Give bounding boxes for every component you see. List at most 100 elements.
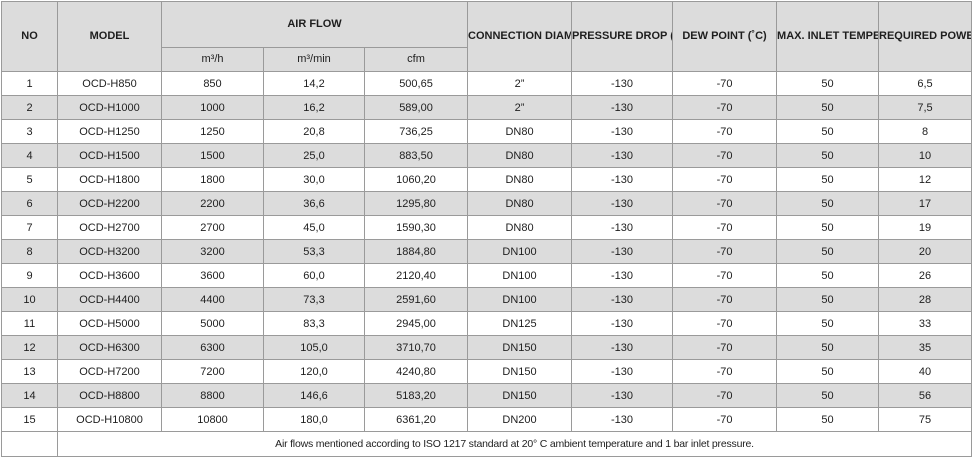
table-row: 14 OCD-H8800 8800 146,6 5183,20 DN150 -130 -70 5… xyxy=(1,383,972,408)
cell-dew-point: -70 xyxy=(672,287,778,312)
header-unit-m3min: m³/min xyxy=(263,47,365,72)
cell-required-power: 26 xyxy=(878,263,972,288)
cell-airflow-m3h: 1250 xyxy=(161,119,264,144)
cell-connection-diameter: DN100 xyxy=(467,287,573,312)
cell-model: OCD-H3200 xyxy=(57,239,162,264)
cell-airflow-cfm: 736,25 xyxy=(363,119,469,144)
header-airflow: AIR FLOW xyxy=(160,1,469,48)
cell-no: 8 xyxy=(1,239,58,264)
cell-airflow-m3min: 16,2 xyxy=(263,95,365,120)
cell-airflow-m3h: 1000 xyxy=(161,95,264,120)
cell-no: 13 xyxy=(1,359,58,384)
cell-pressure-drop: -130 xyxy=(571,239,674,264)
header-unit-m3h: m³/h xyxy=(161,47,264,72)
cell-dew-point: -70 xyxy=(672,311,778,336)
cell-no: 4 xyxy=(1,143,58,168)
cell-max-inlet-temperature: 50 xyxy=(776,287,880,312)
cell-connection-diameter: DN80 xyxy=(467,167,573,192)
cell-pressure-drop: -130 xyxy=(571,191,674,216)
cell-max-inlet-temperature: 50 xyxy=(776,335,880,360)
cell-dew-point: -70 xyxy=(672,143,778,168)
cell-airflow-m3min: 83,3 xyxy=(263,311,365,336)
cell-max-inlet-temperature: 50 xyxy=(776,215,880,240)
cell-airflow-cfm: 4240,80 xyxy=(363,359,469,384)
table-row: 8 OCD-H3200 3200 53,3 1884,80 DN100 -130 -70 50 2… xyxy=(1,239,972,264)
cell-pressure-drop: -130 xyxy=(571,143,674,168)
cell-airflow-cfm: 3710,70 xyxy=(363,335,469,360)
cell-airflow-m3h: 850 xyxy=(161,71,264,96)
cell-no: 1 xyxy=(1,71,58,96)
cell-required-power: 7,5 xyxy=(878,95,972,120)
cell-connection-diameter: DN80 xyxy=(467,119,573,144)
cell-airflow-m3min: 105,0 xyxy=(263,335,365,360)
cell-max-inlet-temperature: 50 xyxy=(776,119,880,144)
cell-required-power: 28 xyxy=(878,287,972,312)
cell-pressure-drop: -130 xyxy=(571,383,674,408)
cell-pressure-drop: -130 xyxy=(571,311,674,336)
cell-max-inlet-temperature: 50 xyxy=(776,239,880,264)
cell-model: OCD-H1000 xyxy=(57,95,162,120)
cell-airflow-m3min: 45,0 xyxy=(263,215,365,240)
cell-max-inlet-temperature: 50 xyxy=(776,359,880,384)
cell-airflow-m3h: 3600 xyxy=(161,263,264,288)
cell-airflow-cfm: 500,65 xyxy=(363,71,469,96)
cell-dew-point: -70 xyxy=(672,167,778,192)
cell-connection-diameter: DN100 xyxy=(467,263,573,288)
cell-required-power: 19 xyxy=(878,215,972,240)
cell-model: OCD-H5000 xyxy=(57,311,162,336)
cell-no: 6 xyxy=(1,191,58,216)
cell-connection-diameter: DN125 xyxy=(467,311,573,336)
table-row: 6 OCD-H2200 2200 36,6 1295,80 DN80 -130 -70 50 17 xyxy=(1,191,972,216)
cell-no: 15 xyxy=(1,407,58,432)
cell-connection-diameter: DN150 xyxy=(467,359,573,384)
cell-airflow-cfm: 1884,80 xyxy=(363,239,469,264)
cell-airflow-m3min: 14,2 xyxy=(263,71,365,96)
cell-airflow-m3min: 20,8 xyxy=(263,119,365,144)
table-row: 5 OCD-H1800 1800 30,0 1060,20 DN80 -130 -70 50 12 xyxy=(1,167,972,192)
cell-airflow-cfm: 2591,60 xyxy=(363,287,469,312)
cell-airflow-cfm: 1060,20 xyxy=(363,167,469,192)
table-row: 12 OCD-H6300 6300 105,0 3710,70 DN150 -130 -70 5… xyxy=(1,335,972,360)
cell-dew-point: -70 xyxy=(672,239,778,264)
cell-max-inlet-temperature: 50 xyxy=(776,263,880,288)
cell-airflow-m3h: 2200 xyxy=(161,191,264,216)
table-row: 3 OCD-H1250 1250 20,8 736,25 DN80 -130 -70 50 8 xyxy=(1,119,972,144)
cell-no: 12 xyxy=(1,335,58,360)
cell-model: OCD-H2200 xyxy=(57,191,162,216)
header-required-power: REQUIRED POWER (kw) xyxy=(878,1,972,72)
cell-required-power: 10 xyxy=(878,143,972,168)
table-row: 2 OCD-H1000 1000 16,2 589,00 2” -130 -70 50 7,5 xyxy=(1,95,972,120)
cell-no: 3 xyxy=(1,119,58,144)
cell-pressure-drop: -130 xyxy=(571,71,674,96)
cell-model: OCD-H3600 xyxy=(57,263,162,288)
cell-airflow-cfm: 6361,20 xyxy=(363,407,469,432)
cell-pressure-drop: -130 xyxy=(571,95,674,120)
cell-pressure-drop: -130 xyxy=(571,287,674,312)
table-row: 13 OCD-H7200 7200 120,0 4240,80 DN150 -130 -70 5… xyxy=(1,359,972,384)
cell-airflow-m3h: 1500 xyxy=(161,143,264,168)
cell-airflow-m3h: 4400 xyxy=(161,287,264,312)
cell-required-power: 33 xyxy=(878,311,972,336)
cell-connection-diameter: DN80 xyxy=(467,191,573,216)
cell-airflow-m3min: 120,0 xyxy=(263,359,365,384)
cell-dew-point: -70 xyxy=(672,71,778,96)
cell-required-power: 75 xyxy=(878,407,972,432)
cell-required-power: 8 xyxy=(878,119,972,144)
cell-airflow-m3h: 3200 xyxy=(161,239,264,264)
cell-dew-point: -70 xyxy=(672,263,778,288)
cell-required-power: 6,5 xyxy=(878,71,972,96)
cell-airflow-m3h: 2700 xyxy=(161,215,264,240)
cell-max-inlet-temperature: 50 xyxy=(776,191,880,216)
cell-no: 14 xyxy=(1,383,58,408)
cell-connection-diameter: DN150 xyxy=(467,335,573,360)
cell-model: OCD-H8800 xyxy=(57,383,162,408)
table-body: 1 OCD-H850 850 14,2 500,65 2” -130 -70 50 6,5 2 OCD… xyxy=(1,71,972,457)
cell-model: OCD-H4400 xyxy=(57,287,162,312)
header-model: MODEL xyxy=(57,1,162,72)
cell-connection-diameter: DN80 xyxy=(467,143,573,168)
cell-model: OCD-H1500 xyxy=(57,143,162,168)
table-row: 7 OCD-H2700 2700 45,0 1590,30 DN80 -130 -70 50 19 xyxy=(1,215,972,240)
cell-model: OCD-H1250 xyxy=(57,119,162,144)
cell-connection-diameter: 2” xyxy=(467,95,573,120)
